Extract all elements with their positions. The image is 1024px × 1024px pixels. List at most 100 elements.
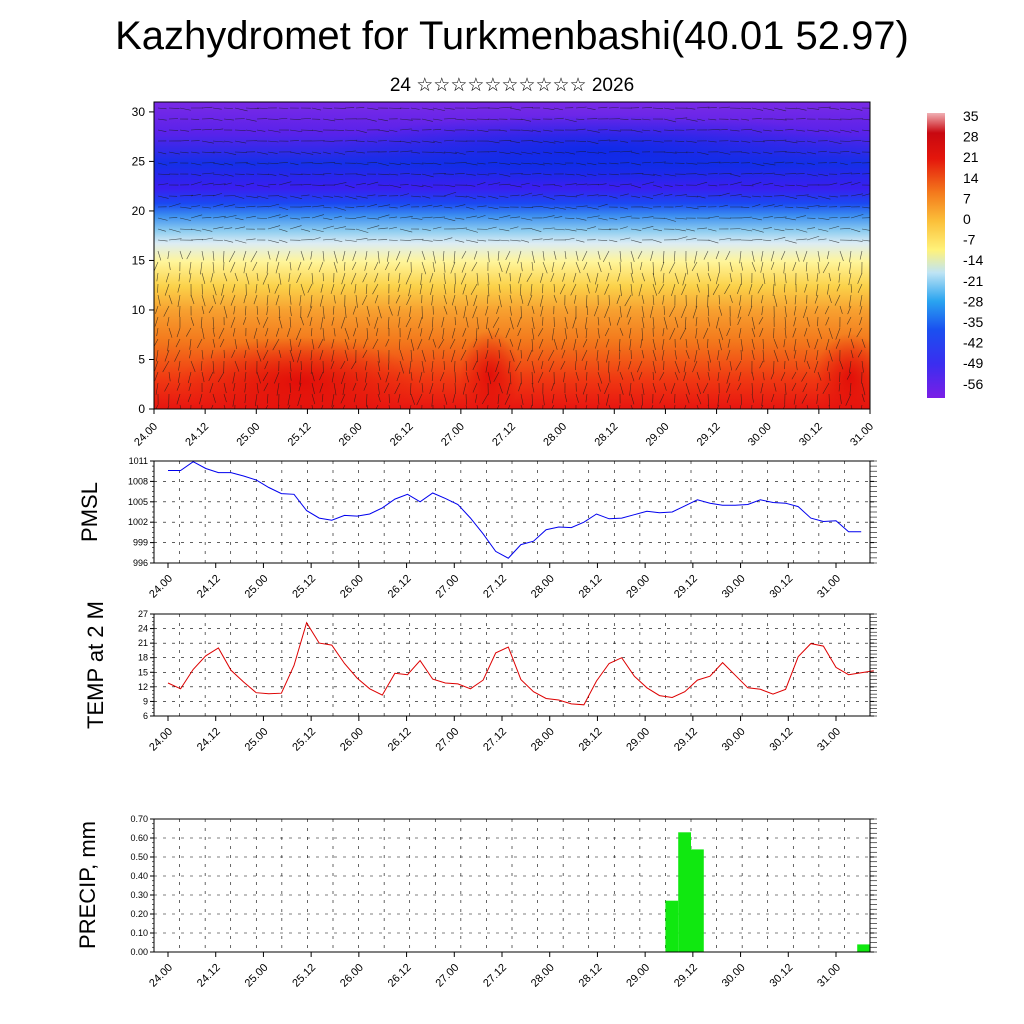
wind-barb — [156, 272, 159, 282]
wind-barb — [395, 294, 401, 304]
wind-barb — [553, 195, 566, 197]
precip-bar — [691, 849, 704, 952]
wind-barb — [278, 316, 283, 329]
wind-barb — [815, 283, 819, 297]
wind-barb — [581, 349, 588, 361]
wind-barb — [795, 250, 800, 262]
wind-barb — [517, 327, 522, 337]
wind-barb — [410, 129, 420, 132]
x-tick-label: 27.12 — [481, 573, 509, 601]
wind-barb — [628, 360, 632, 370]
wind-barb — [751, 151, 761, 154]
wind-barb — [794, 294, 797, 305]
wind-barb — [267, 183, 277, 186]
wind-barb — [707, 161, 721, 164]
wind-barb — [199, 393, 203, 405]
wind-barb — [641, 393, 643, 406]
wind-barb — [861, 360, 864, 373]
wind-barb — [354, 283, 357, 294]
wind-barb — [155, 404, 159, 409]
wind-barb — [717, 349, 720, 360]
wind-barb — [519, 283, 522, 296]
wind-barb — [575, 118, 585, 121]
wind-barb — [806, 338, 810, 348]
wind-barb — [454, 316, 456, 326]
wind-barb — [377, 195, 387, 197]
wind-barb — [244, 371, 247, 382]
wind-barb — [751, 129, 762, 133]
wind-barb — [619, 150, 633, 153]
wind-barb — [234, 226, 246, 230]
wind-barb — [707, 393, 709, 406]
x-tick-label: 30.00 — [720, 726, 748, 754]
wind-barb — [803, 305, 808, 319]
wind-barb — [233, 382, 236, 392]
wind-barb — [330, 360, 335, 370]
wind-barb — [232, 283, 236, 293]
wind-barb — [707, 404, 710, 409]
wind-barb — [838, 272, 841, 283]
wind-barb — [333, 118, 344, 121]
wind-barb — [155, 305, 159, 314]
wind-barb — [311, 173, 325, 176]
wind-barb — [509, 194, 520, 197]
x-tick-label: 24.00 — [147, 573, 175, 601]
wind-barb — [861, 118, 870, 121]
wind-barb — [289, 217, 301, 220]
wind-barb — [278, 349, 282, 358]
wind-barb — [773, 129, 784, 132]
wind-barb — [355, 195, 368, 199]
wind-barb — [737, 316, 742, 326]
precip-bar — [857, 944, 870, 952]
wind-barb — [252, 261, 258, 271]
wind-barb — [848, 261, 852, 274]
wind-barb — [575, 371, 579, 381]
wind-barb — [201, 172, 215, 175]
wind-barb — [726, 327, 731, 337]
wind-barb — [231, 349, 236, 358]
wind-barb — [542, 206, 555, 210]
wind-barb — [250, 250, 258, 263]
wind-barb — [619, 140, 629, 143]
wind-barb — [828, 162, 838, 164]
wind-barb — [300, 183, 312, 186]
wind-barb — [792, 261, 797, 272]
wind-barb — [740, 118, 750, 121]
y-tick-label: 9 — [143, 696, 148, 706]
wind-barb — [804, 283, 808, 293]
wind-barb — [597, 203, 608, 208]
wind-barb — [661, 338, 665, 350]
wind-barb — [712, 283, 720, 296]
wind-barb — [498, 228, 510, 232]
wind-barb — [266, 393, 269, 404]
wind-barb — [505, 261, 511, 274]
wind-barb — [861, 217, 870, 219]
colorbar-label: -35 — [963, 314, 983, 330]
wind-barb — [399, 140, 412, 144]
wind-barb — [432, 151, 446, 154]
wind-barb — [540, 305, 544, 317]
wind-barb — [715, 272, 720, 285]
wind-barb — [476, 272, 479, 286]
wind-barb — [737, 382, 742, 391]
wind-barb — [605, 338, 610, 348]
wind-barb — [586, 371, 588, 381]
wind-barb — [685, 118, 698, 122]
wind-barb — [234, 338, 237, 349]
wind-barb — [663, 316, 668, 330]
wind-barb — [333, 215, 342, 219]
wind-barb — [212, 118, 223, 121]
wind-barb — [696, 272, 701, 283]
wind-barb — [856, 327, 863, 338]
wind-barb — [608, 195, 618, 199]
wind-barb — [575, 193, 584, 197]
wind-barb — [362, 349, 368, 358]
wind-barb — [575, 128, 586, 131]
wind-barb — [498, 294, 502, 308]
wind-barb — [773, 338, 778, 349]
wind-barb — [416, 393, 423, 406]
wind-barb — [465, 150, 475, 153]
wind-barb — [443, 272, 446, 285]
warm-core — [815, 333, 870, 409]
wind-barb — [454, 204, 466, 208]
